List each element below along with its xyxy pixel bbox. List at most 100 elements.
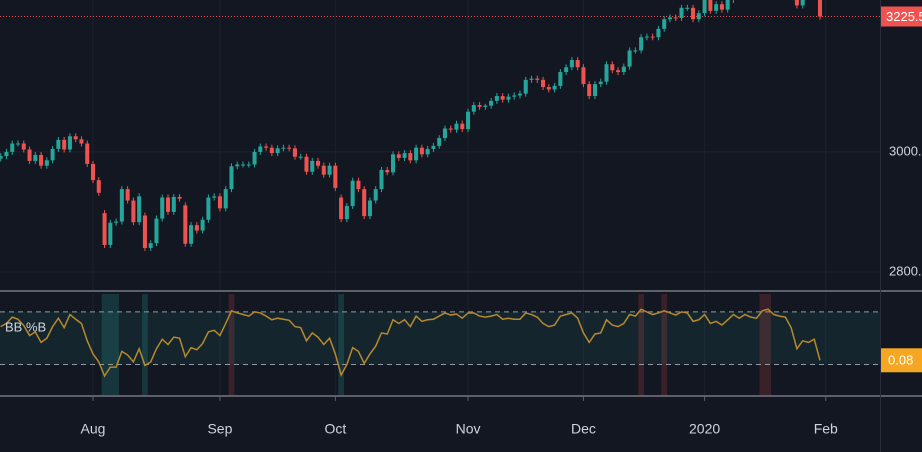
signal-column (759, 294, 766, 395)
candle-body (67, 136, 72, 150)
candle-body (73, 136, 78, 140)
candle-body (725, 0, 730, 10)
y-tick-label: 3000.0 (889, 143, 922, 158)
candle-body (131, 200, 136, 223)
candle-body (794, 0, 799, 6)
candle-body (564, 67, 569, 73)
candle-body (275, 148, 280, 154)
candle-body (356, 180, 361, 190)
indicator-value-box (881, 348, 922, 373)
indicator-title: BB %B (5, 319, 46, 334)
candle-body (217, 196, 222, 209)
candle-body (454, 123, 459, 130)
candle-body (639, 37, 644, 51)
signal-column (113, 294, 119, 395)
candle-body (610, 64, 615, 71)
candle-body (269, 147, 274, 154)
candle-body (108, 222, 113, 245)
candle-body (506, 96, 511, 100)
indicator-pane (0, 294, 880, 395)
candle-body (494, 96, 499, 101)
candle-body (587, 84, 592, 97)
candle-body (304, 156, 309, 172)
candle-body (408, 153, 413, 161)
candle-body (85, 143, 90, 164)
candle-body (339, 197, 344, 220)
candle-body (535, 78, 540, 80)
candle-body (90, 163, 96, 181)
candle-body (650, 36, 655, 38)
candle-body (44, 160, 49, 166)
candle-body (800, 0, 805, 6)
candle-body (142, 215, 147, 248)
candle-body (581, 67, 586, 85)
x-tick-label: Sep (207, 421, 232, 437)
candle-body (229, 166, 234, 190)
candle-body (350, 180, 355, 206)
y-tick-label: 2800.0 (889, 263, 922, 278)
candle-body (50, 148, 55, 161)
candle-body (177, 196, 182, 199)
candle-body (327, 165, 332, 175)
x-tick-label: Oct (324, 421, 346, 437)
candle-body (621, 66, 626, 73)
candle-body (137, 196, 142, 223)
candle-body (212, 196, 217, 198)
candle-body (241, 164, 246, 166)
candle-body (114, 221, 119, 223)
candle-body (321, 165, 326, 175)
candle-body (148, 243, 153, 248)
price-pane (0, 0, 880, 290)
candle-body (541, 79, 546, 88)
candle-body (702, 0, 707, 14)
candle-body (4, 151, 9, 157)
candle-body (246, 164, 251, 166)
candle-body (616, 70, 621, 73)
candle-body (344, 205, 349, 220)
candle-body (362, 189, 367, 217)
candle-body (0, 156, 3, 159)
candle-body (662, 19, 667, 29)
candle-body (391, 154, 396, 173)
candle-body (691, 7, 696, 20)
candle-body (471, 105, 476, 112)
candle-body (200, 219, 205, 231)
candle-body (258, 146, 263, 152)
candle-body (367, 200, 372, 217)
candle-body (171, 196, 176, 212)
candle-body (33, 154, 38, 161)
indicator-line (0, 308, 821, 378)
candle-body (235, 164, 240, 167)
candle-body (396, 154, 401, 158)
candle-body (529, 78, 534, 80)
candle-body (512, 95, 517, 97)
candle-body (102, 213, 107, 245)
candle-body (627, 50, 632, 67)
candle-body (448, 128, 453, 130)
candle-body (160, 197, 165, 219)
candle-body (500, 96, 505, 100)
candle-body (292, 148, 297, 157)
x-tick-label: Nov (456, 421, 481, 437)
candle-body (264, 146, 269, 148)
candle-body (598, 81, 603, 85)
candle-body (223, 189, 228, 209)
candle-body (385, 169, 390, 173)
candle-body (125, 189, 130, 201)
candle-body (817, 0, 823, 17)
candle-body (373, 189, 378, 201)
candle-body (79, 139, 84, 144)
candle-body (310, 160, 315, 172)
x-tick-label: Dec (571, 421, 596, 437)
candle-body (483, 105, 488, 107)
candle-body (708, 0, 713, 11)
candle-body (592, 84, 597, 97)
candle-body (252, 151, 257, 165)
candle-body (96, 180, 101, 193)
candle-body (402, 153, 407, 158)
candle-body (696, 13, 701, 20)
candle-body (517, 93, 522, 96)
candle-body (558, 72, 563, 86)
signal-column (142, 294, 148, 395)
